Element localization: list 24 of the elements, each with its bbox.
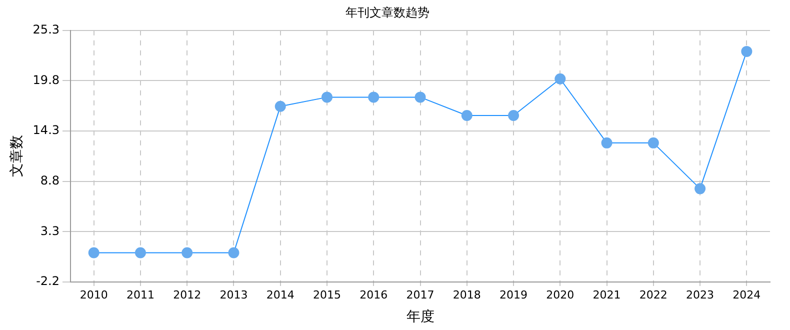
y-axis-title: 文章数 <box>9 135 26 178</box>
y-tick-label: 19.8 <box>32 72 60 87</box>
y-tick-label: 3.3 <box>40 224 60 238</box>
y-tick-label: 25.3 <box>32 22 60 37</box>
x-tick-label: 2020 <box>546 288 574 302</box>
y-tick-label: 8.8 <box>40 173 60 188</box>
x-tick-label: 2016 <box>360 288 388 302</box>
chart-title: 年刊文章数趋势 <box>346 5 430 20</box>
x-tick-label: 2011 <box>126 288 154 302</box>
x-tick-label: 2010 <box>80 288 108 302</box>
x-tick-label: 2021 <box>592 288 621 302</box>
x-tick-label: 2019 <box>500 288 528 302</box>
x-tick-label: 2015 <box>312 288 341 302</box>
x-tick-label: 2014 <box>266 288 294 302</box>
y-tick-label: -2.2 <box>36 274 60 288</box>
x-tick-label: 2024 <box>732 288 761 302</box>
x-axis-title: 年度 <box>406 309 434 326</box>
x-tick-label: 2013 <box>220 288 248 302</box>
y-tick-label: 14.3 <box>32 123 60 138</box>
x-tick-label: 2022 <box>639 288 668 302</box>
x-tick-label: 2012 <box>173 288 202 302</box>
x-tick-label: 2023 <box>686 288 714 302</box>
x-tick-label: 2018 <box>452 288 481 302</box>
x-tick-label: 2017 <box>406 288 434 302</box>
